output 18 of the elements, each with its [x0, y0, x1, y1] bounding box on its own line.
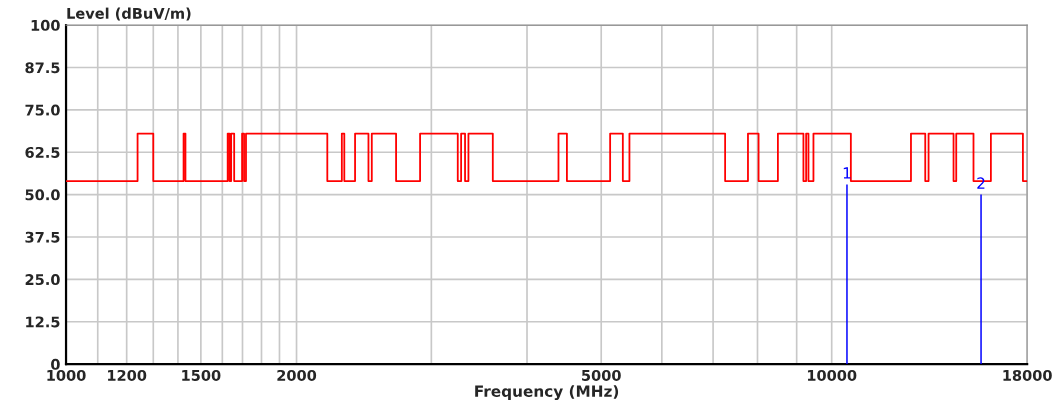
y-tick-label: 37.5 [25, 231, 60, 243]
y-tick-label: 25.0 [25, 274, 60, 286]
y-tick-label: 75.0 [25, 104, 60, 116]
x-tick-label: 1200 [108, 369, 147, 381]
x-tick-label: 18000 [1003, 369, 1052, 381]
y-tick-label: 0 [51, 358, 60, 370]
x-tick-label: 5000 [582, 369, 621, 381]
y-tick-label: 87.5 [25, 62, 60, 74]
x-tick-label: 1500 [182, 369, 221, 381]
y-tick-label: 50.0 [25, 189, 60, 201]
y-axis-title: Level (dBuV/m) [67, 7, 191, 21]
x-tick-label: 2000 [277, 369, 317, 381]
x-axis-title: Frequency (MHz) [475, 385, 619, 401]
y-tick-label: 62.5 [25, 146, 60, 158]
y-tick-label: 100 [31, 19, 60, 31]
x-tick-label: 1000 [47, 369, 86, 381]
x-tick-label: 10000 [807, 369, 857, 381]
y-tick-label: 12.5 [26, 316, 60, 328]
